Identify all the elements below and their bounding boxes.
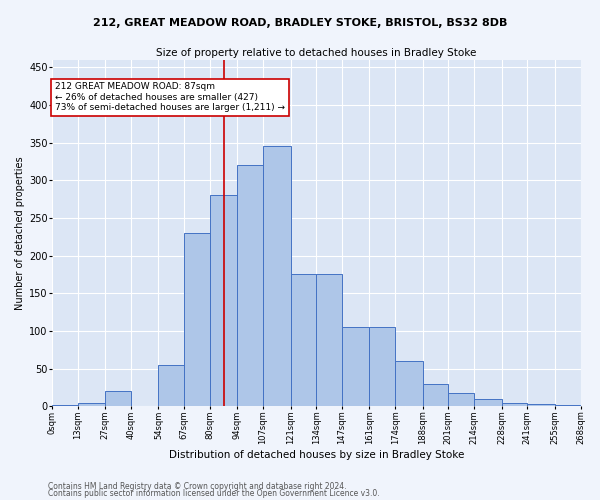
Bar [263, 146, 290, 406]
Bar [238, 165, 263, 406]
Bar [502, 402, 527, 406]
Bar [474, 399, 502, 406]
Text: 212 GREAT MEADOW ROAD: 87sqm
← 26% of detached houses are smaller (427)
73% of s: 212 GREAT MEADOW ROAD: 87sqm ← 26% of de… [55, 82, 285, 112]
Bar [527, 404, 555, 406]
Bar [290, 274, 316, 406]
Bar [370, 328, 395, 406]
Y-axis label: Number of detached properties: Number of detached properties [15, 156, 25, 310]
Bar [448, 393, 474, 406]
X-axis label: Distribution of detached houses by size in Bradley Stoke: Distribution of detached houses by size … [169, 450, 464, 460]
Bar [423, 384, 448, 406]
Text: 212, GREAT MEADOW ROAD, BRADLEY STOKE, BRISTOL, BS32 8DB: 212, GREAT MEADOW ROAD, BRADLEY STOKE, B… [93, 18, 507, 28]
Bar [158, 365, 184, 406]
Text: Contains HM Land Registry data © Crown copyright and database right 2024.: Contains HM Land Registry data © Crown c… [48, 482, 347, 491]
Text: Contains public sector information licensed under the Open Government Licence v3: Contains public sector information licen… [48, 489, 380, 498]
Bar [316, 274, 342, 406]
Bar [52, 405, 77, 406]
Bar [395, 361, 423, 406]
Bar [77, 402, 105, 406]
Bar [105, 392, 131, 406]
Bar [184, 233, 210, 406]
Title: Size of property relative to detached houses in Bradley Stoke: Size of property relative to detached ho… [156, 48, 476, 58]
Bar [555, 405, 580, 406]
Bar [342, 328, 370, 406]
Bar [210, 196, 238, 406]
